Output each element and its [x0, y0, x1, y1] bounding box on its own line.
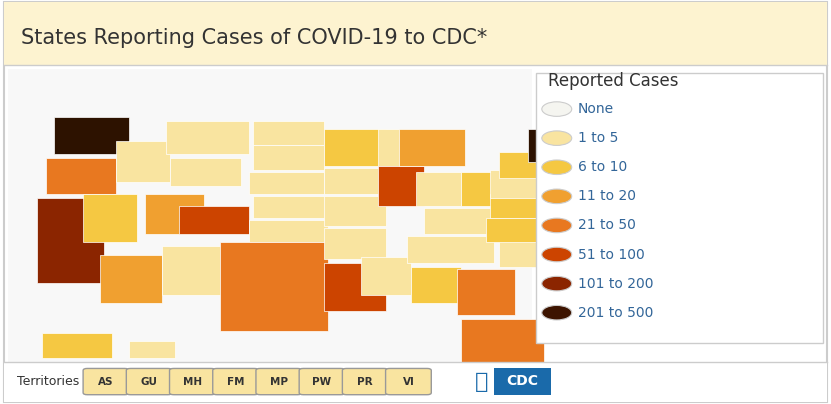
FancyBboxPatch shape — [494, 368, 551, 395]
FancyBboxPatch shape — [490, 194, 561, 218]
Text: 51 to 100: 51 to 100 — [578, 248, 644, 261]
FancyBboxPatch shape — [100, 255, 162, 303]
FancyBboxPatch shape — [256, 368, 302, 395]
FancyBboxPatch shape — [166, 121, 249, 154]
Text: AS: AS — [98, 377, 114, 387]
FancyBboxPatch shape — [490, 170, 536, 198]
FancyBboxPatch shape — [386, 368, 431, 395]
FancyBboxPatch shape — [116, 141, 170, 182]
FancyBboxPatch shape — [424, 208, 499, 234]
FancyBboxPatch shape — [46, 158, 116, 194]
FancyBboxPatch shape — [378, 166, 424, 206]
FancyBboxPatch shape — [324, 168, 386, 194]
FancyBboxPatch shape — [499, 152, 561, 178]
Circle shape — [542, 247, 572, 262]
FancyBboxPatch shape — [253, 196, 328, 218]
FancyBboxPatch shape — [597, 152, 612, 162]
Circle shape — [542, 131, 572, 145]
FancyBboxPatch shape — [4, 2, 827, 65]
FancyBboxPatch shape — [83, 368, 129, 395]
FancyBboxPatch shape — [416, 172, 461, 206]
FancyBboxPatch shape — [42, 333, 112, 358]
FancyBboxPatch shape — [220, 242, 328, 331]
FancyBboxPatch shape — [399, 129, 465, 166]
FancyBboxPatch shape — [598, 113, 632, 137]
Text: 101 to 200: 101 to 200 — [578, 277, 653, 290]
FancyBboxPatch shape — [324, 263, 386, 311]
FancyBboxPatch shape — [578, 143, 611, 154]
FancyBboxPatch shape — [461, 172, 507, 206]
FancyBboxPatch shape — [486, 218, 557, 242]
FancyBboxPatch shape — [162, 246, 233, 295]
FancyBboxPatch shape — [249, 220, 328, 242]
Text: 1 to 5: 1 to 5 — [578, 131, 618, 145]
FancyBboxPatch shape — [126, 368, 172, 395]
FancyBboxPatch shape — [145, 194, 204, 234]
FancyBboxPatch shape — [4, 362, 827, 402]
Circle shape — [542, 305, 572, 320]
FancyBboxPatch shape — [8, 69, 532, 364]
Text: PR: PR — [357, 377, 373, 387]
FancyBboxPatch shape — [567, 162, 585, 178]
FancyBboxPatch shape — [528, 129, 598, 162]
FancyBboxPatch shape — [578, 154, 596, 166]
FancyBboxPatch shape — [54, 117, 129, 154]
Text: MP: MP — [270, 377, 288, 387]
FancyBboxPatch shape — [4, 2, 827, 402]
FancyBboxPatch shape — [407, 236, 494, 263]
Text: CDC: CDC — [507, 374, 538, 388]
Text: 201 to 500: 201 to 500 — [578, 306, 653, 320]
Text: MH: MH — [183, 377, 202, 387]
Circle shape — [542, 160, 572, 175]
Text: FM: FM — [227, 377, 244, 387]
Circle shape — [542, 189, 572, 204]
FancyBboxPatch shape — [361, 257, 411, 295]
FancyBboxPatch shape — [461, 319, 544, 364]
FancyBboxPatch shape — [342, 368, 388, 395]
Text: VI: VI — [402, 377, 415, 387]
FancyBboxPatch shape — [129, 341, 175, 358]
Text: PW: PW — [312, 377, 332, 387]
Text: 11 to 20: 11 to 20 — [578, 189, 636, 203]
FancyBboxPatch shape — [299, 368, 345, 395]
FancyBboxPatch shape — [324, 129, 386, 166]
Text: Reported Cases: Reported Cases — [548, 72, 679, 90]
Text: 21 to 50: 21 to 50 — [578, 219, 636, 232]
FancyBboxPatch shape — [249, 172, 324, 194]
FancyBboxPatch shape — [457, 269, 515, 315]
FancyBboxPatch shape — [378, 129, 436, 166]
Text: None: None — [578, 102, 613, 116]
FancyBboxPatch shape — [411, 267, 461, 303]
FancyBboxPatch shape — [573, 130, 592, 141]
FancyBboxPatch shape — [170, 158, 241, 186]
FancyBboxPatch shape — [253, 145, 324, 170]
FancyBboxPatch shape — [536, 178, 586, 194]
FancyBboxPatch shape — [499, 240, 548, 267]
FancyBboxPatch shape — [324, 228, 386, 259]
Circle shape — [542, 218, 572, 233]
Circle shape — [542, 276, 572, 291]
FancyBboxPatch shape — [213, 368, 258, 395]
Circle shape — [542, 102, 572, 116]
Text: 6 to 10: 6 to 10 — [578, 160, 627, 174]
Text: GU: GU — [140, 377, 158, 387]
Text: 🦅: 🦅 — [475, 372, 489, 392]
Text: States Reporting Cases of COVID-19 to CDC*: States Reporting Cases of COVID-19 to CD… — [21, 28, 487, 48]
FancyBboxPatch shape — [536, 73, 823, 343]
FancyBboxPatch shape — [253, 121, 324, 145]
FancyBboxPatch shape — [37, 198, 104, 283]
FancyBboxPatch shape — [592, 133, 607, 145]
FancyBboxPatch shape — [83, 194, 137, 242]
FancyBboxPatch shape — [557, 166, 573, 178]
FancyBboxPatch shape — [170, 368, 215, 395]
FancyBboxPatch shape — [324, 196, 386, 226]
FancyBboxPatch shape — [179, 206, 249, 234]
Text: Territories: Territories — [17, 375, 79, 388]
